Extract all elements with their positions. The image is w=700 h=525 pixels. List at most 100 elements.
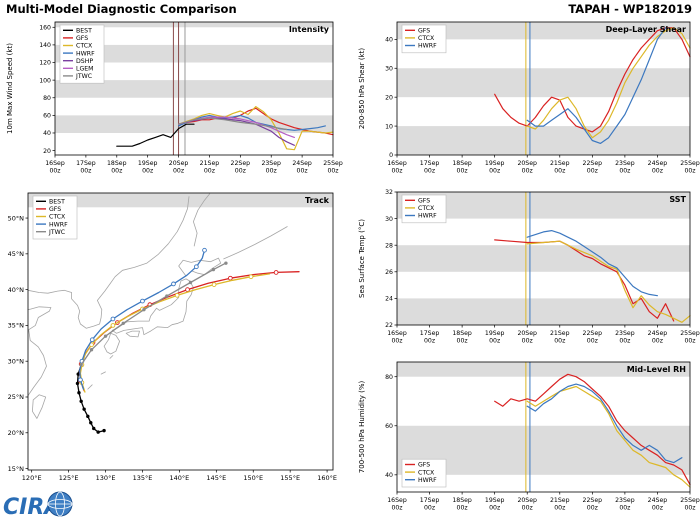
svg-text:30: 30	[385, 216, 393, 223]
svg-text:17Sep: 17Sep	[420, 160, 440, 167]
page-title: Multi-Model Diagnostic Comparison	[6, 2, 237, 16]
svg-text:80: 80	[385, 374, 393, 381]
svg-text:135°E: 135°E	[133, 474, 153, 482]
svg-text:26: 26	[385, 269, 393, 276]
svg-text:Deep-Layer Shear: Deep-Layer Shear	[606, 25, 686, 34]
svg-text:160°E: 160°E	[317, 474, 337, 482]
svg-text:00z: 00z	[652, 168, 663, 175]
deep-layer-shear-chart: 16Sep00z17Sep00z18Sep00z19Sep00z20Sep00z…	[358, 21, 700, 175]
svg-text:23Sep: 23Sep	[615, 330, 635, 337]
intensity-chart: 16Sep00z17Sep00z18Sep00z19Sep00z20Sep00z…	[6, 21, 343, 175]
svg-text:21Sep: 21Sep	[200, 160, 220, 167]
svg-text:00z: 00z	[684, 168, 695, 175]
svg-text:120°E: 120°E	[22, 474, 42, 482]
svg-text:60: 60	[385, 423, 393, 430]
svg-text:23Sep: 23Sep	[615, 497, 635, 504]
svg-text:00z: 00z	[587, 505, 598, 512]
svg-text:23Sep: 23Sep	[261, 160, 281, 167]
svg-text:GFS: GFS	[418, 198, 430, 205]
svg-text:00z: 00z	[111, 168, 122, 175]
svg-text:20: 20	[43, 148, 51, 155]
svg-text:10m Max Wind Speed (kt): 10m Max Wind Speed (kt)	[6, 43, 14, 134]
svg-text:100: 100	[39, 77, 51, 84]
svg-text:40: 40	[385, 472, 393, 479]
svg-text:CTCX: CTCX	[418, 35, 435, 42]
svg-text:145°E: 145°E	[206, 474, 226, 482]
svg-text:20°N: 20°N	[8, 429, 25, 437]
svg-text:20Sep: 20Sep	[517, 330, 537, 337]
svg-text:24Sep: 24Sep	[292, 160, 312, 167]
svg-text:19Sep: 19Sep	[485, 497, 505, 504]
svg-text:HWRF: HWRF	[418, 43, 437, 50]
cira-logo: CIRA	[3, 491, 73, 520]
mid-level-rh-chart: 16Sep00z17Sep00z18Sep00z19Sep00z20Sep00z…	[358, 361, 700, 512]
svg-text:20Sep: 20Sep	[517, 160, 537, 167]
svg-text:DSHP: DSHP	[76, 58, 93, 65]
svg-text:18Sep: 18Sep	[452, 497, 472, 504]
globe-icon	[47, 491, 73, 517]
svg-text:700-500 hPa Humidity (%): 700-500 hPa Humidity (%)	[358, 381, 366, 474]
svg-text:20Sep: 20Sep	[517, 497, 537, 504]
svg-text:22Sep: 22Sep	[583, 160, 603, 167]
svg-text:00z: 00z	[424, 168, 435, 175]
svg-text:00z: 00z	[391, 505, 402, 512]
svg-text:JTWC: JTWC	[75, 73, 92, 80]
svg-text:00z: 00z	[391, 338, 402, 345]
svg-text:60: 60	[43, 113, 51, 120]
svg-text:35°N: 35°N	[8, 322, 25, 330]
svg-text:130°E: 130°E	[96, 474, 116, 482]
svg-text:16Sep: 16Sep	[387, 330, 407, 337]
svg-text:CTCX: CTCX	[49, 214, 66, 221]
svg-text:00z: 00z	[652, 338, 663, 345]
svg-text:LGEM: LGEM	[76, 66, 94, 73]
svg-text:00z: 00z	[522, 168, 533, 175]
svg-text:CTCX: CTCX	[418, 205, 435, 212]
svg-text:BEST: BEST	[49, 199, 65, 206]
svg-text:30°N: 30°N	[8, 357, 25, 365]
svg-text:00z: 00z	[619, 338, 630, 345]
svg-text:25Sep: 25Sep	[680, 160, 700, 167]
svg-text:00z: 00z	[554, 168, 565, 175]
svg-text:00z: 00z	[327, 168, 338, 175]
svg-text:HWRF: HWRF	[49, 221, 68, 228]
svg-text:24Sep: 24Sep	[648, 160, 668, 167]
svg-text:HWRF: HWRF	[418, 213, 437, 220]
svg-text:00z: 00z	[49, 168, 60, 175]
svg-text:00z: 00z	[457, 168, 468, 175]
svg-text:00z: 00z	[424, 338, 435, 345]
svg-text:00z: 00z	[554, 338, 565, 345]
svg-text:19Sep: 19Sep	[485, 160, 505, 167]
svg-text:00z: 00z	[235, 168, 246, 175]
svg-text:Sea Surface Temp (°C): Sea Surface Temp (°C)	[358, 219, 366, 298]
svg-text:22: 22	[385, 322, 393, 329]
svg-text:22Sep: 22Sep	[583, 330, 603, 337]
svg-text:SST: SST	[669, 195, 686, 204]
svg-text:80: 80	[43, 95, 51, 102]
svg-text:24: 24	[385, 296, 393, 303]
svg-text:Track: Track	[305, 196, 330, 205]
svg-text:16Sep: 16Sep	[387, 497, 407, 504]
svg-text:24Sep: 24Sep	[648, 497, 668, 504]
svg-text:40: 40	[43, 130, 51, 137]
svg-text:00z: 00z	[489, 338, 500, 345]
svg-text:16Sep: 16Sep	[387, 160, 407, 167]
svg-text:19Sep: 19Sep	[138, 160, 158, 167]
svg-text:00z: 00z	[587, 168, 598, 175]
svg-text:25Sep: 25Sep	[680, 330, 700, 337]
svg-text:155°E: 155°E	[280, 474, 300, 482]
svg-text:17Sep: 17Sep	[420, 330, 440, 337]
svg-text:17Sep: 17Sep	[76, 160, 96, 167]
svg-text:25Sep: 25Sep	[680, 497, 700, 504]
svg-text:18Sep: 18Sep	[452, 330, 472, 337]
svg-text:22Sep: 22Sep	[231, 160, 251, 167]
svg-text:Intensity: Intensity	[289, 25, 330, 34]
svg-text:Mid-Level RH: Mid-Level RH	[627, 365, 686, 374]
svg-text:00z: 00z	[554, 505, 565, 512]
svg-text:CTCX: CTCX	[418, 469, 435, 476]
svg-text:50°N: 50°N	[8, 214, 25, 222]
svg-text:00z: 00z	[80, 168, 91, 175]
track-map: 120°E 125°E 130°E 135°E 140°E 145°E 150°E 155°E…	[8, 192, 337, 482]
sst-chart: 16Sep00z17Sep00z18Sep00z19Sep00z20Sep00z…	[358, 189, 700, 345]
svg-text:45°N: 45°N	[8, 250, 25, 258]
